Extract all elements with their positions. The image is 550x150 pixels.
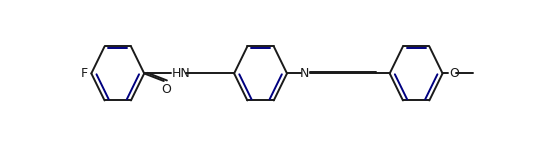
Text: N: N bbox=[300, 67, 310, 80]
Text: HN: HN bbox=[172, 67, 191, 80]
Text: O: O bbox=[449, 67, 459, 80]
Text: F: F bbox=[81, 67, 88, 80]
Text: O: O bbox=[161, 83, 171, 96]
